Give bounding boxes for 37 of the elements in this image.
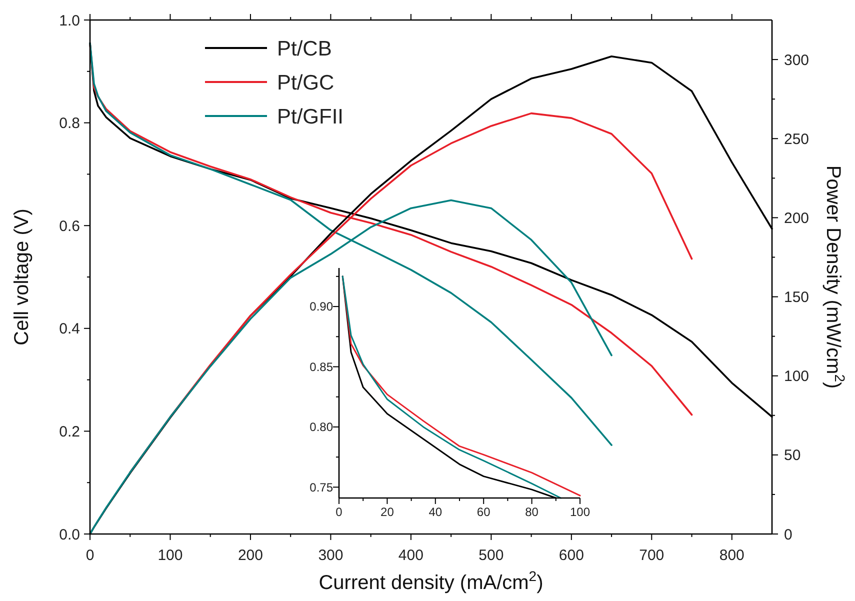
x-tick-label: 60 [476,505,491,519]
x-tick-label: 800 [719,547,744,564]
y-tick-label: 0.2 [59,423,80,440]
x-tick-label: 0 [86,547,94,564]
x-tick-label: 100 [570,505,590,519]
x-tick-label: 40 [428,505,442,519]
x-tick-label: 500 [478,547,504,564]
y2-tick-label: 200 [784,210,810,227]
y2-tick-label: 150 [784,289,810,306]
y-tick-label: 0.8 [59,115,80,132]
x-tick-label: 600 [558,547,584,564]
y-tick-label: 0.85 [310,360,334,374]
legend-label: Pt/GC [277,71,334,94]
y-tick-label: 1.0 [59,12,80,30]
x-axis-title: Current density (mA/cm$^{2}$) [318,568,544,594]
x-tick-label: 400 [398,547,424,564]
y-tick-label: 0.90 [310,300,334,314]
y-axis-title: Cell voltage (V) [11,208,33,346]
y2-tick-label: 50 [784,447,801,464]
legend-label: Pt/GFII [277,105,344,128]
y2-tick-label: 0 [784,526,792,544]
y-tick-label: 0.6 [59,218,80,235]
x-tick-label: 700 [639,547,664,564]
y2-tick-label: 250 [784,130,810,148]
legend-label: Pt/CB [277,37,332,60]
x-tick-label: 200 [238,547,263,564]
x-tick-label: 100 [158,547,183,564]
y2-tick-label: 300 [784,52,810,69]
x-tick-label: 300 [318,547,344,564]
y-tick-label: 0.75 [310,480,334,494]
y-tick-label: 0.0 [59,526,80,544]
x-tick-label: 0 [336,505,343,519]
x-tick-label: 20 [380,505,394,519]
y-tick-label: 0.80 [310,420,334,434]
y2-tick-label: 100 [784,368,810,386]
x-tick-label: 80 [525,505,539,519]
y-tick-label: 0.4 [59,320,80,338]
